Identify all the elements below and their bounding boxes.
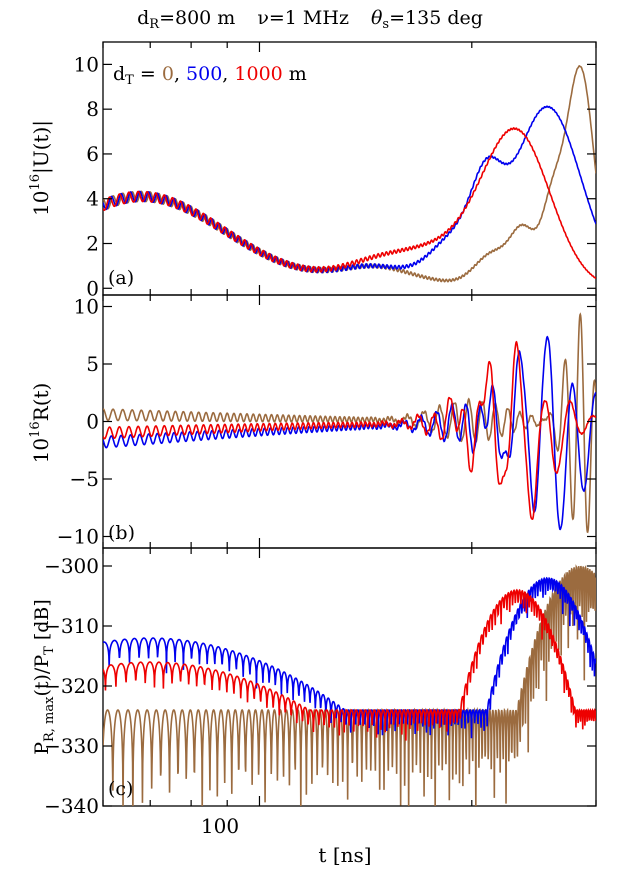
y-tick-label: −330 [44, 734, 99, 758]
y-tick-label: 2 [86, 232, 99, 256]
y-tick-label: −310 [44, 614, 99, 638]
panel-c: −340 −330 −320 −310 −300 (c) PR, max(t)/PT [… [31, 547, 597, 818]
panel-c-frame [102, 547, 597, 807]
y-tick-label: −5 [70, 467, 99, 491]
figure-title: dR=800 m ν=1 MHz θs=135 deg [137, 7, 483, 32]
y-tick-label: 8 [86, 97, 99, 121]
panel-b-tag: (b) [108, 522, 135, 544]
y-tick-label: 10 [74, 295, 99, 319]
panel-a-ylabel: 1016|U(t)| [28, 120, 54, 216]
y-tick-label: −340 [44, 794, 99, 818]
panel-b-frame [102, 294, 597, 549]
panel-b: −10 −5 0 5 10 (b) 1016R(t) [28, 294, 597, 549]
legend-entry-500: 500 [186, 63, 222, 85]
panel-b-axes: −10 −5 0 5 10 [57, 295, 597, 549]
series-1000-line [103, 340, 596, 521]
legend: dT = 0, 500, 1000 m [113, 63, 307, 88]
legend-entry-0: 0 [162, 63, 174, 85]
y-tick-label: −320 [44, 674, 99, 698]
panel-a-curves [103, 64, 596, 283]
series-0-line [103, 64, 596, 283]
y-tick-label: 0 [86, 276, 99, 300]
y-tick-label: 0 [86, 410, 99, 434]
panel-c-tag: (c) [108, 778, 133, 800]
y-tick-label: 5 [86, 352, 99, 376]
panel-c-ylabel: PR, max(t)/PT [dB] [31, 599, 57, 755]
series-1000-line [103, 127, 596, 280]
panel-b-curves [103, 312, 596, 534]
panel-a: 0 2 4 6 8 10 dT = 0, 500, 1000 m (a) 1016|U(t… [28, 41, 597, 300]
series-1000-line [103, 588, 596, 741]
panel-a-axes: 0 2 4 6 8 10 [74, 42, 597, 300]
y-tick-label: 4 [86, 187, 99, 211]
x-axis-label: t [ns] [318, 843, 371, 867]
panel-b-ylabel: 1016R(t) [28, 383, 53, 464]
series-500-line [103, 335, 596, 531]
panel-c-curves [103, 564, 596, 806]
series-500-line [103, 576, 596, 739]
y-tick-label: −10 [57, 525, 99, 549]
panel-c-axes: −340 −330 −320 −310 −300 [44, 548, 597, 818]
panel-a-tag: (a) [108, 267, 134, 289]
y-tick-label: −300 [44, 554, 99, 578]
x-tick-label-100: 100 [201, 814, 239, 838]
y-tick-label: 10 [74, 52, 99, 76]
y-tick-label: 6 [86, 142, 99, 166]
legend-entry-1000: 1000 [234, 63, 282, 85]
series-0-line [103, 312, 596, 534]
